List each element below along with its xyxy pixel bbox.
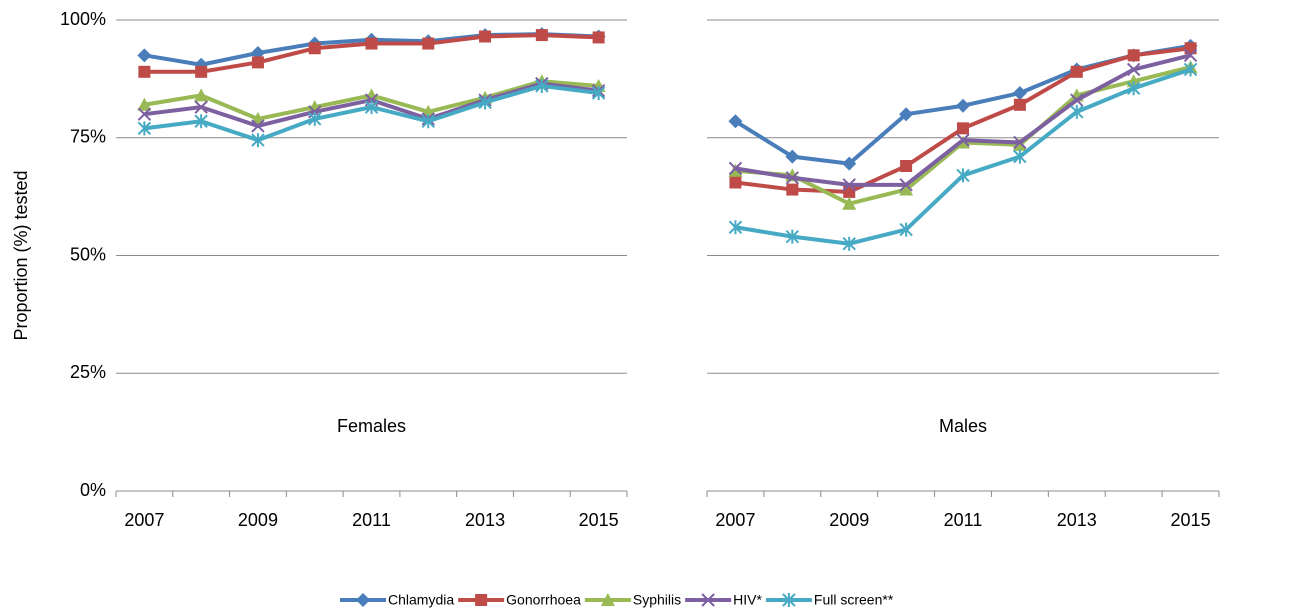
panel-label: Males [939,416,987,436]
x-tick-label: 2013 [465,510,505,530]
x-tick-label: 2009 [829,510,869,530]
y-axis-label: Proportion (%) tested [11,170,31,340]
marker [899,222,913,237]
marker [899,178,913,192]
x-tick-label: 2009 [238,510,278,530]
marker [842,196,857,210]
marker [137,107,152,121]
marker [251,119,265,133]
series-line [735,65,1192,206]
x-tick-label: 2015 [1171,510,1211,530]
x-tick-label: 2015 [579,510,619,530]
marker [592,31,605,44]
legend-label: Chlamydia [388,592,454,608]
marker [1070,65,1083,78]
marker [842,156,857,171]
marker [421,114,435,129]
marker [478,95,492,110]
series-line [735,53,1192,187]
legend-item: Gonorrhoea [458,592,581,608]
marker [194,88,209,102]
x-tick-label: 2011 [352,510,391,530]
marker [1013,98,1026,111]
marker [956,98,970,113]
marker [194,114,208,129]
marker [137,48,152,63]
marker [364,100,379,115]
marker [1183,62,1198,77]
marker [785,149,800,164]
marker [1070,93,1084,107]
marker [138,65,151,78]
marker [701,593,715,607]
marker [195,65,208,78]
y-tick-label: 50% [70,244,106,264]
y-tick-label: 0% [80,480,106,500]
marker [137,121,152,136]
marker [475,594,488,606]
marker [785,171,800,185]
marker [591,86,606,101]
legend-item: Syphilis [584,592,681,608]
marker [535,29,548,42]
marker [308,42,321,55]
legend-label: HIV* [733,592,762,608]
marker [956,168,970,183]
marker [251,133,265,148]
marker [899,182,914,196]
legend-item: HIV* [685,592,762,608]
legend-item: Chlamydia [340,592,454,608]
legend: Chlamydia Gonorrhoea Syphilis HIV* Full scre… [340,592,894,608]
marker [1126,81,1141,96]
marker [786,183,799,196]
legend-label: Gonorrhoea [506,592,581,608]
x-tick-label: 2007 [715,510,755,530]
marker [842,178,856,192]
marker [957,122,969,135]
legend-item: Full screen** [765,592,894,608]
legend-label: Full screen** [814,592,894,608]
marker [1070,104,1084,119]
legend-label: Syphilis [633,592,681,608]
marker [422,37,435,50]
marker [1183,48,1198,63]
marker [1013,135,1027,150]
marker [956,133,970,147]
marker [842,236,856,251]
y-tick-label: 25% [70,362,106,382]
y-tick-label: 100% [60,9,106,29]
marker [365,37,378,50]
marker [1127,49,1140,62]
marker [728,161,743,176]
marker [251,56,264,69]
panel-label: Females [337,416,406,436]
marker [899,107,914,122]
x-tick-label: 2013 [1057,510,1097,530]
x-tick-label: 2011 [944,510,983,530]
marker [308,111,322,126]
x-tick-label: 2007 [124,510,164,530]
marker [137,97,152,111]
marker [535,78,549,93]
marker [1012,86,1027,101]
marker [364,88,379,102]
marker [1013,149,1027,164]
y-tick-label: 75% [70,127,106,147]
marker [785,229,800,244]
marker [194,100,208,114]
marker [728,220,743,235]
marker [729,176,742,189]
marker [782,593,796,607]
marker [900,160,913,173]
marker [1126,62,1141,77]
marker [728,114,743,129]
marker [356,593,370,607]
marker [479,30,492,43]
marker [600,593,615,606]
